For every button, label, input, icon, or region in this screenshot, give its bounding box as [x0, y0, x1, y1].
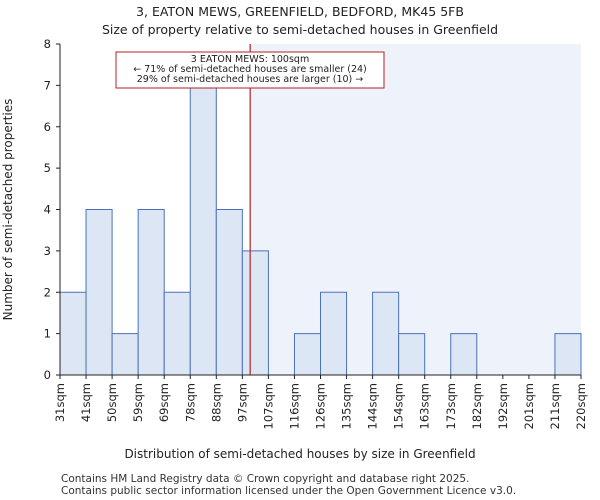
bar-59sqm [137, 209, 165, 376]
y-tick-label-0: 0 [44, 368, 51, 382]
x-tick-label-116sqm: 116sqm [287, 383, 301, 429]
x-tick-label-126sqm: 126sqm [314, 383, 328, 429]
footer-licence: Contains public sector information licen… [61, 485, 517, 497]
x-tick-label-97sqm: 97sqm [235, 383, 249, 422]
x-tick-label-144sqm: 144sqm [366, 383, 380, 429]
bar-31sqm [59, 291, 87, 376]
chart-title: 3, EATON MEWS, GREENFIELD, BEDFORD, MK45… [136, 4, 464, 19]
bar-78sqm [189, 84, 217, 376]
x-tick-label-135sqm: 135sqm [340, 383, 354, 429]
x-tick-label-31sqm: 31sqm [53, 383, 67, 422]
y-tick-label-2: 2 [44, 285, 51, 299]
x-tick-label-154sqm: 154sqm [392, 383, 406, 429]
y-axis: 0 1 2 3 4 5 6 7 8 [44, 37, 61, 382]
x-tick-label-201sqm: 201sqm [522, 383, 536, 429]
y-tick-label-4: 4 [44, 203, 51, 217]
x-tick-label-78sqm: 78sqm [183, 383, 197, 422]
y-tick-label-5: 5 [44, 161, 51, 175]
y-tick-label-3: 3 [44, 244, 51, 258]
x-tick-label-173sqm: 173sqm [444, 383, 458, 429]
bar-173sqm [450, 333, 478, 376]
x-axis-label: Distribution of semi-detached houses by … [124, 447, 475, 461]
annotation-box: 3 EATON MEWS: 100sqm ← 71% of semi-detac… [115, 51, 385, 89]
x-tick-label-220sqm: 220sqm [574, 383, 588, 429]
x-tick-label-59sqm: 59sqm [131, 383, 145, 422]
annotation-line-2: ← 71% of semi-detached houses are smalle… [133, 64, 367, 75]
chart-subtitle: Size of property relative to semi-detach… [102, 22, 498, 37]
bar-69sqm [163, 291, 191, 376]
annotation-line-3: 29% of semi-detached houses are larger (… [137, 74, 364, 85]
x-tick-label-50sqm: 50sqm [105, 383, 119, 422]
bar-154sqm [398, 333, 426, 376]
bar-116sqm [293, 333, 322, 376]
y-tick-label-7: 7 [44, 78, 51, 92]
bar-144sqm [372, 291, 400, 376]
annotation-frame [115, 51, 385, 89]
bar-41sqm [85, 209, 113, 376]
x-tick-label-41sqm: 41sqm [79, 383, 93, 422]
larger-region-shading [250, 44, 582, 375]
y-tick-label-1: 1 [44, 327, 51, 341]
x-tick-label-69sqm: 69sqm [157, 383, 171, 422]
y-axis-label: Number of semi-detached properties [1, 99, 15, 321]
y-tick-label-6: 6 [44, 120, 51, 134]
bar-50sqm [111, 333, 139, 376]
x-tick-label-182sqm: 182sqm [470, 383, 484, 429]
x-tick-label-163sqm: 163sqm [418, 383, 432, 429]
bar-88sqm [215, 209, 243, 376]
bar-126sqm [320, 291, 348, 376]
x-tick-label-211sqm: 211sqm [548, 383, 562, 429]
bar-97sqm [241, 250, 269, 376]
x-tick-label-192sqm: 192sqm [496, 383, 510, 429]
annotation-line-1: 3 EATON MEWS: 100sqm [191, 54, 309, 65]
x-tick-label-107sqm: 107sqm [261, 383, 275, 429]
x-tick-label-88sqm: 88sqm [209, 383, 223, 422]
bar-211sqm [554, 333, 582, 376]
bars-group [59, 84, 582, 376]
x-axis: 31sqm 41sqm 50sqm 59sqm 69sqm 78sqm 88sqm 97sqm… [53, 374, 588, 429]
y-tick-label-8: 8 [44, 37, 51, 51]
footer-copyright: Contains HM Land Registry data © Crown c… [61, 473, 470, 485]
